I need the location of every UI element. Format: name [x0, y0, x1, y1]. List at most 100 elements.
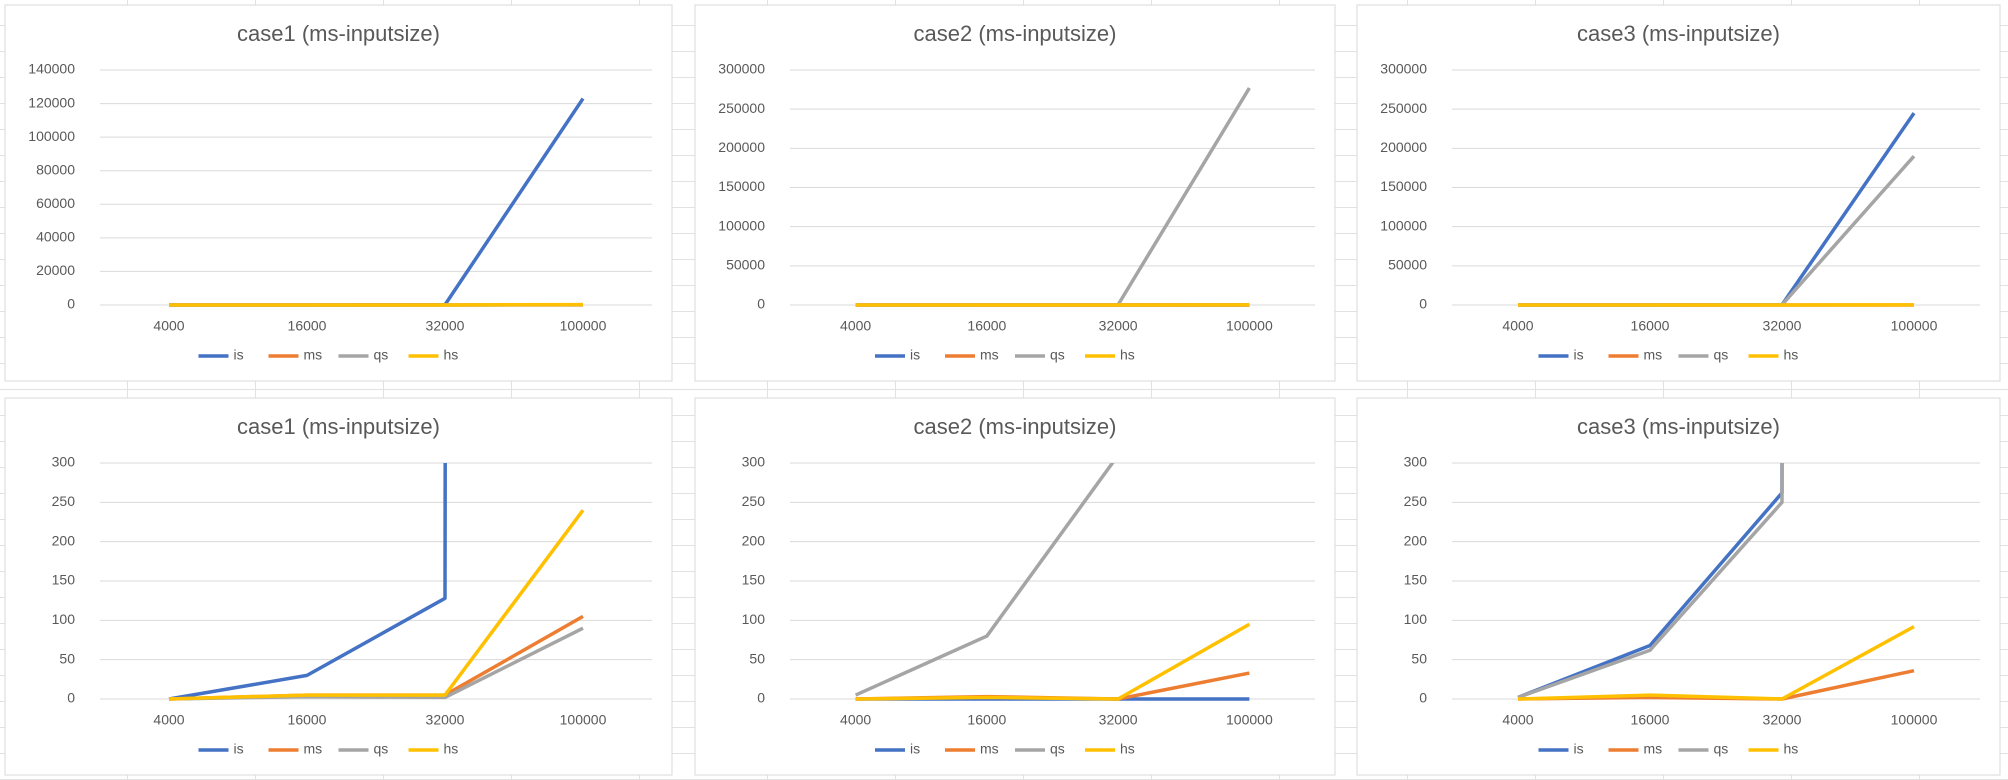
series-line [1517, 463, 1784, 700]
chart: case2 (ms-inputsize) 0 50000 100000 150000 20… [694, 4, 1336, 382]
series-line [854, 463, 1115, 697]
legend-label: hs [444, 741, 459, 757]
x-tick-label: 4000 [840, 712, 871, 728]
series-line [855, 622, 1251, 701]
y-tick-label: 250000 [718, 100, 765, 116]
chart-frame [4, 397, 673, 776]
x-tick-label: 16000 [1631, 712, 1670, 728]
x-tick-label: 32000 [426, 318, 465, 334]
chart-frame [1356, 397, 2001, 776]
y-tick-label: 150000 [718, 178, 765, 194]
legend-label: ms [304, 741, 323, 757]
chart-title: case1 (ms-inputsize) [237, 414, 440, 439]
x-tick-label: 16000 [1631, 318, 1670, 334]
x-tick-label: 16000 [288, 318, 327, 334]
y-tick-label: 100 [52, 611, 76, 627]
x-tick-label: 32000 [1099, 712, 1138, 728]
x-tick-label: 32000 [1099, 318, 1138, 334]
legend-label: hs [1784, 741, 1799, 757]
x-tick-label: 16000 [967, 318, 1006, 334]
series-line [1517, 625, 1915, 701]
chart: case1 (ms-inputsize) 0 50 100 150 200 250 300 40… [4, 397, 673, 776]
chart-title: case2 (ms-inputsize) [914, 21, 1117, 46]
y-tick-label: 200 [742, 532, 766, 548]
legend-label: ms [980, 347, 999, 363]
y-tick-label: 0 [1419, 690, 1427, 706]
y-tick-label: 100000 [718, 217, 765, 233]
y-tick-label: 80000 [36, 161, 75, 177]
chart: case1 (ms-inputsize) 0 20000 40000 60000 8000… [4, 4, 673, 382]
y-tick-label: 0 [757, 690, 765, 706]
legend-label: is [910, 741, 920, 757]
legend-label: is [910, 347, 920, 363]
x-tick-label: 4000 [1502, 712, 1533, 728]
chart-frame [1356, 4, 2001, 382]
y-tick-label: 150 [52, 572, 76, 588]
y-tick-label: 100 [742, 611, 766, 627]
legend-label: qs [1050, 741, 1065, 757]
y-tick-label: 140000 [28, 61, 75, 77]
x-tick-label: 100000 [1226, 712, 1273, 728]
y-tick-label: 300000 [1380, 61, 1427, 77]
chart: case3 (ms-inputsize) 0 50000 100000 150000 20… [1356, 4, 2001, 382]
x-tick-label: 100000 [560, 712, 607, 728]
x-tick-label: 32000 [426, 712, 465, 728]
x-tick-label: 32000 [1763, 318, 1802, 334]
y-tick-label: 60000 [36, 195, 75, 211]
chart-title: case1 (ms-inputsize) [237, 21, 440, 46]
y-tick-label: 40000 [36, 229, 75, 245]
legend-label: is [234, 347, 244, 363]
y-tick-label: 50 [59, 650, 75, 666]
legend-label: is [1574, 347, 1584, 363]
chart-title: case3 (ms-inputsize) [1577, 414, 1780, 439]
legend-label: hs [1784, 347, 1799, 363]
legend-label: ms [1644, 347, 1663, 363]
y-tick-label: 20000 [36, 262, 75, 278]
legend-label: hs [1120, 347, 1135, 363]
chart-frame [4, 4, 673, 382]
y-tick-label: 50 [749, 650, 765, 666]
y-tick-label: 100000 [28, 128, 75, 144]
chart: case2 (ms-inputsize) 0 50 100 150 200 250 300 40… [694, 397, 1336, 776]
y-tick-label: 50000 [726, 257, 765, 273]
series-line [1517, 463, 1784, 700]
y-tick-label: 300 [742, 454, 766, 470]
y-tick-label: 250 [52, 493, 76, 509]
x-tick-label: 4000 [153, 318, 184, 334]
chart-frame [694, 4, 1336, 382]
y-tick-label: 50000 [1388, 257, 1427, 273]
legend-label: hs [1120, 741, 1135, 757]
x-tick-label: 100000 [1891, 712, 1938, 728]
legend-label: qs [1714, 347, 1729, 363]
legend-label: ms [980, 741, 999, 757]
y-tick-label: 120000 [28, 94, 75, 110]
x-tick-label: 4000 [153, 712, 184, 728]
y-tick-label: 200000 [718, 139, 765, 155]
y-tick-label: 300000 [718, 61, 765, 77]
y-tick-label: 150000 [1380, 178, 1427, 194]
legend-label: qs [374, 741, 389, 757]
chart: case3 (ms-inputsize) 0 50 100 150 200 250 300 40… [1356, 397, 2001, 776]
y-tick-label: 50 [1411, 650, 1427, 666]
x-tick-label: 16000 [967, 712, 1006, 728]
y-tick-label: 150 [742, 572, 766, 588]
legend-label: is [1574, 741, 1584, 757]
x-tick-label: 32000 [1763, 712, 1802, 728]
y-tick-label: 0 [1419, 296, 1427, 312]
y-tick-label: 200 [52, 532, 76, 548]
y-tick-label: 0 [67, 296, 75, 312]
x-tick-label: 16000 [288, 712, 327, 728]
y-tick-label: 200 [1404, 532, 1428, 548]
y-tick-label: 100000 [1380, 217, 1427, 233]
y-tick-label: 250000 [1380, 100, 1427, 116]
chart-title: case2 (ms-inputsize) [914, 414, 1117, 439]
x-tick-label: 4000 [840, 318, 871, 334]
legend-label: qs [374, 347, 389, 363]
y-tick-label: 300 [1404, 454, 1428, 470]
y-tick-label: 250 [1404, 493, 1428, 509]
x-tick-label: 4000 [1502, 318, 1533, 334]
legend-label: ms [304, 347, 323, 363]
series-line [168, 509, 585, 701]
x-tick-label: 100000 [1226, 318, 1273, 334]
